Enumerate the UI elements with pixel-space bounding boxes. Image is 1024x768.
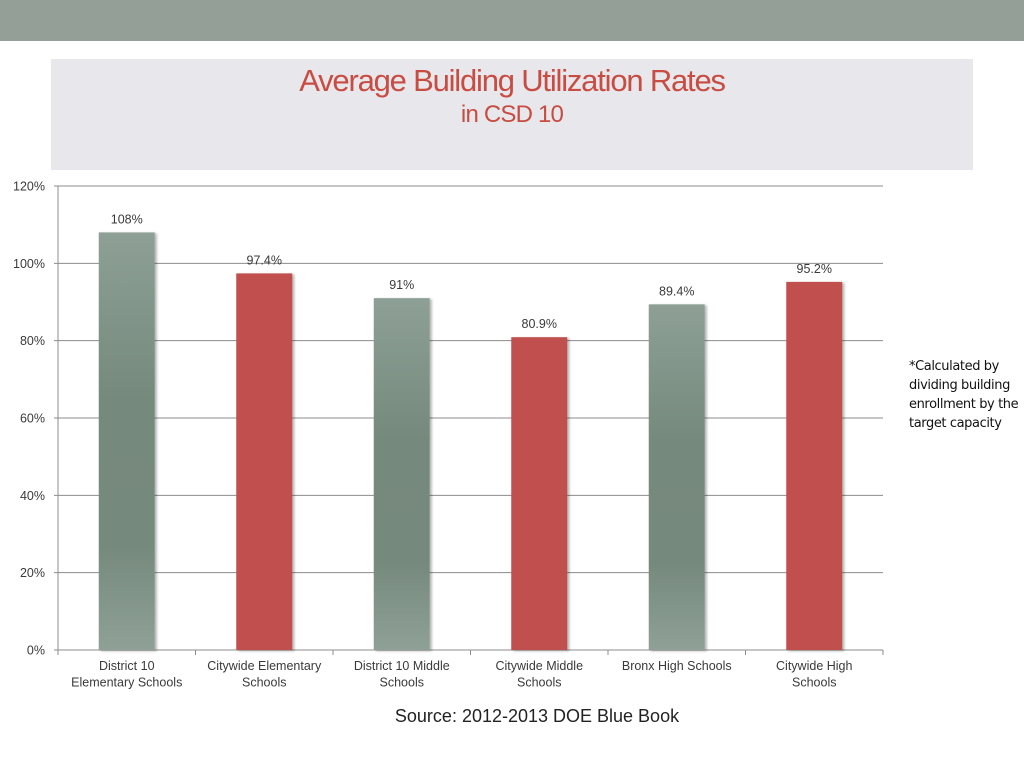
y-tick-label: 120% — [13, 180, 45, 194]
top-band — [0, 0, 1024, 41]
x-category-label: Schools — [517, 676, 561, 690]
data-label: 95.2% — [797, 262, 832, 276]
y-tick-label: 80% — [20, 334, 45, 348]
bar-2 — [236, 273, 293, 650]
x-category-label: Bronx High Schools — [622, 659, 732, 673]
x-category-label: Schools — [792, 676, 836, 690]
title-box: Average Building Utilization Rates in CS… — [51, 59, 973, 170]
bar-6 — [786, 281, 843, 650]
x-category-label: Citywide Middle — [495, 659, 583, 673]
source-caption: Source: 2012-2013 DOE Blue Book — [394, 706, 680, 726]
x-category-label: District 10 Middle — [354, 659, 450, 673]
calculation-note: *Calculated by dividing building enrollm… — [909, 359, 1019, 431]
bar-chart: 0% 20% 40% 60% 80% 100% 120% 108% District 10 El… — [13, 180, 884, 690]
data-label: 108% — [111, 212, 143, 226]
y-tick-label: 100% — [13, 257, 45, 271]
bar-3 — [373, 298, 430, 650]
data-label: 80.9% — [522, 317, 557, 331]
data-label: 97.4% — [247, 253, 282, 267]
x-category-label: Citywide Elementary — [207, 659, 322, 673]
slide-subtitle: in CSD 10 — [460, 101, 564, 128]
data-label: 89.4% — [659, 284, 694, 298]
data-label: 91% — [389, 278, 414, 292]
bar-5 — [648, 304, 705, 650]
y-tick-label: 60% — [20, 412, 45, 426]
y-tick-label: 0% — [27, 644, 45, 658]
y-tick-label: 20% — [20, 566, 45, 580]
x-category-label: Elementary Schools — [71, 676, 182, 690]
x-category-label: Schools — [242, 676, 286, 690]
x-category-label: Citywide High — [776, 659, 852, 673]
slide-title: Average Building Utilization Rates — [299, 63, 726, 98]
bar-4 — [511, 337, 568, 650]
x-category-label: District 10 — [99, 659, 155, 673]
bar-1 — [98, 232, 155, 650]
y-tick-label: 40% — [20, 489, 45, 503]
x-category-label: Schools — [380, 676, 424, 690]
